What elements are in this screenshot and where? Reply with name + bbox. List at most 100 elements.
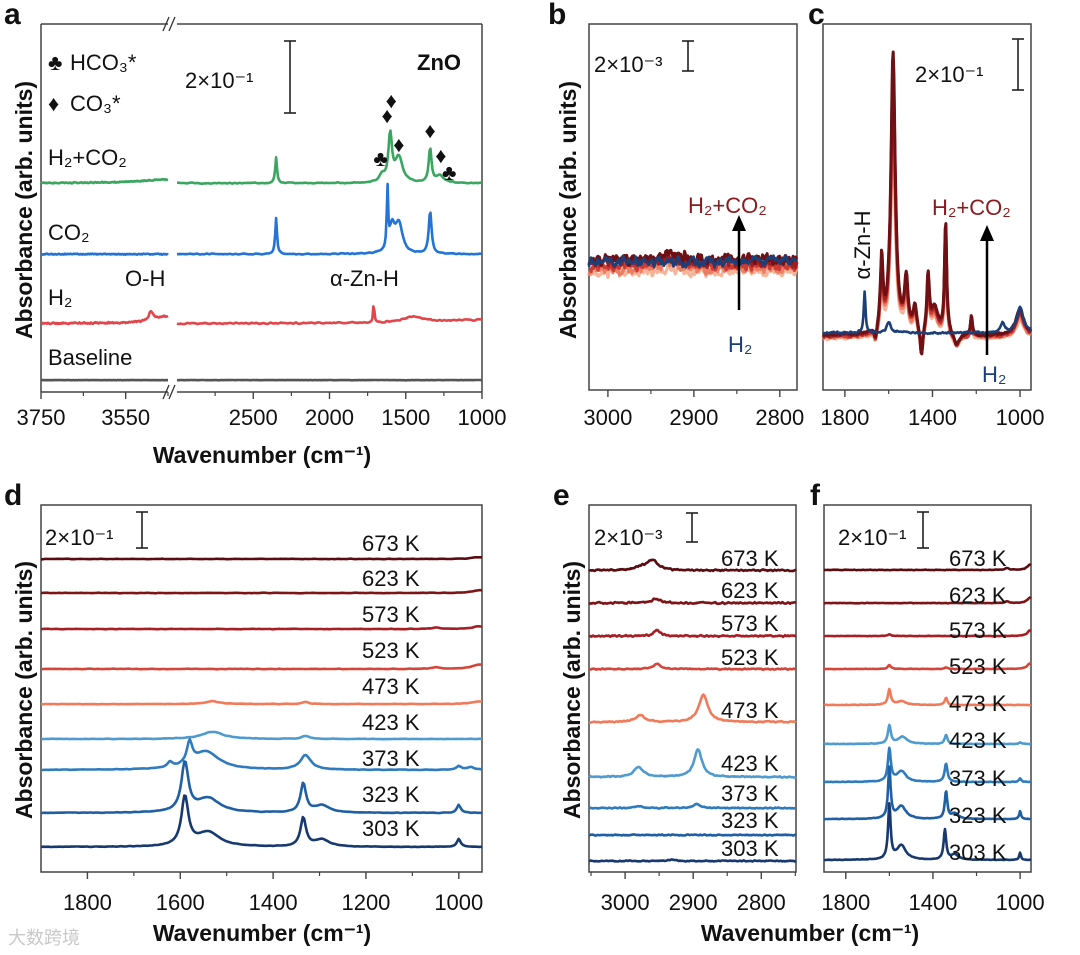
- temperature-label: 473 K: [949, 691, 1007, 716]
- series-1-line: [40, 588, 483, 595]
- series-8-line: [823, 801, 1032, 862]
- series-3-line: [588, 662, 797, 672]
- series-3-line: [823, 662, 1032, 671]
- panel-letter: b: [548, 0, 566, 31]
- temperature-label: 423 K: [949, 728, 1007, 753]
- scale-bar-label: 2×10⁻¹: [915, 62, 984, 87]
- diamond-marker-icon: ♦: [382, 103, 393, 128]
- gradient-series-4-line: [821, 50, 1033, 356]
- scale-bar: [682, 40, 694, 72]
- series-1-line: [823, 596, 1032, 605]
- diamond-marker-icon: ♦: [425, 118, 436, 143]
- x-tick-label: 3000: [583, 405, 632, 430]
- temperature-label: 673 K: [362, 531, 420, 556]
- temperature-label: 523 K: [721, 645, 779, 670]
- temperature-label: 323 K: [949, 803, 1007, 828]
- temperature-label: 373 K: [949, 766, 1007, 791]
- temperature-label: 673 K: [721, 546, 779, 571]
- series-5-line: [823, 723, 1032, 746]
- scale-bar-label: 2×10⁻¹: [185, 68, 254, 93]
- y-axis-title: Absorbance (arb. units): [559, 561, 585, 819]
- series-2-line: [588, 628, 797, 639]
- series-label: Baseline: [48, 345, 132, 370]
- series-7-line: [40, 760, 483, 815]
- series-label-h2-co2: H₂+CO₂: [688, 193, 767, 218]
- scale-bar: [917, 511, 929, 549]
- temperature-label: 323 K: [362, 782, 420, 807]
- x-tick-label: 1400: [908, 890, 957, 915]
- panel-letter: f: [810, 479, 821, 512]
- diamond-marker-icon: ♦: [393, 132, 404, 157]
- x-tick-label: 2900: [669, 890, 718, 915]
- temperature-label: 473 K: [721, 698, 779, 723]
- scale-bar-label: 2×10⁻¹: [838, 525, 907, 550]
- reference-series-line: [822, 290, 1032, 336]
- club-icon: ♣: [48, 50, 62, 75]
- x-tick-label: 2900: [669, 405, 718, 430]
- series-0-line: [40, 177, 169, 185]
- x-tick-label: 2800: [755, 405, 804, 430]
- panel-letter: c: [808, 0, 825, 31]
- series-1-line: [588, 597, 797, 606]
- diamond-marker-icon: ♦: [435, 143, 446, 168]
- series-label-h2-co2: H₂+CO₂: [932, 195, 1011, 220]
- arrow-head-icon: [732, 215, 746, 231]
- temperature-label: 573 K: [721, 611, 779, 636]
- temperature-label: 303 K: [362, 816, 420, 841]
- temperature-label: 373 K: [721, 781, 779, 806]
- x-tick-label: 3550: [101, 405, 150, 430]
- scale-bar-label: 2×10⁻³: [594, 525, 663, 550]
- x-tick-label: 1800: [63, 890, 112, 915]
- temperature-label: 623 K: [721, 578, 779, 603]
- x-tick-label: 2000: [305, 405, 354, 430]
- x-tick-label: 1000: [996, 890, 1045, 915]
- scale-bar-label: 2×10⁻¹: [45, 525, 114, 550]
- scale-bar: [284, 40, 296, 114]
- panel-title: ZnO: [417, 50, 461, 75]
- series-2-line: [823, 629, 1032, 638]
- panel-letter: a: [4, 0, 21, 31]
- peak-annotation: α-Zn-H: [850, 211, 875, 280]
- series-2-line: [40, 624, 483, 631]
- temperature-label: 303 K: [721, 836, 779, 861]
- scale-bar: [136, 511, 148, 549]
- series-0-line: [176, 129, 483, 185]
- series-4-line: [823, 687, 1032, 707]
- series-6-line: [41, 737, 483, 772]
- series-0-line: [41, 555, 483, 561]
- series-5-line: [41, 730, 483, 741]
- series-0-line: [588, 558, 797, 573]
- temperature-label: 523 K: [949, 654, 1007, 679]
- x-tick-label: 1500: [381, 405, 430, 430]
- temperature-label: 303 K: [949, 840, 1007, 865]
- reference-series-line: [587, 254, 798, 269]
- temperature-label: 423 K: [362, 710, 420, 735]
- watermark: 大数跨境: [8, 928, 80, 948]
- x-tick-label: 1400: [908, 405, 957, 430]
- temperature-label: 473 K: [362, 674, 420, 699]
- x-axis-title: Wavenumber (cm⁻¹): [153, 920, 371, 946]
- temperature-label: 523 K: [362, 638, 420, 663]
- temperature-label: 573 K: [362, 602, 420, 627]
- x-axis-title: Wavenumber (cm⁻¹): [701, 920, 919, 946]
- series-label: CO₂: [48, 220, 90, 245]
- series-label-h2: H₂: [728, 332, 752, 357]
- axis-break-icon: [162, 16, 170, 32]
- panel-letter: d: [4, 479, 22, 512]
- x-tick-label: 1800: [820, 405, 869, 430]
- x-tick-label: 1400: [249, 890, 298, 915]
- temperature-label: 623 K: [949, 583, 1007, 608]
- x-tick-label: 1000: [434, 890, 483, 915]
- x-tick-label: 1000: [996, 405, 1045, 430]
- panel-letter: e: [553, 479, 570, 512]
- legend-label: CO₃*: [70, 91, 121, 116]
- x-tick-label: 1000: [458, 405, 507, 430]
- x-tick-label: 2800: [737, 890, 786, 915]
- series-6-line: [823, 746, 1032, 784]
- diamond-marker-icon: ♦: [386, 88, 397, 113]
- x-tick-label: 1600: [156, 890, 205, 915]
- temperature-label: 323 K: [721, 808, 779, 833]
- series-8-line: [588, 858, 797, 863]
- series-1-line: [40, 252, 169, 256]
